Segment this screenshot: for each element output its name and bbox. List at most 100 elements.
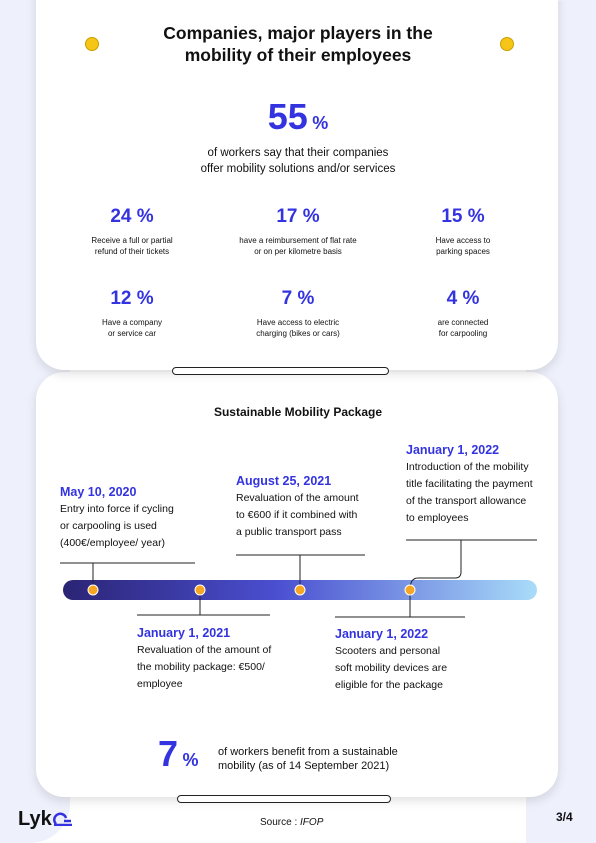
event-line: Scooters and personal [335, 645, 441, 657]
connector [406, 539, 537, 591]
markers [87, 584, 416, 596]
logo-text: Lyk [18, 808, 52, 830]
marker [404, 584, 416, 596]
event-line: Revaluation of the amount of [137, 644, 272, 656]
handle [172, 367, 389, 375]
stat-text: Have a company or service car [32, 317, 232, 339]
value: 15 [441, 206, 463, 227]
event-date: January 1, 2021 [137, 626, 231, 640]
event-date: May 10, 2020 [60, 485, 137, 499]
dot [85, 37, 99, 51]
marker [87, 584, 99, 596]
top-card [36, 0, 558, 370]
event-line: of the transport allowance [406, 495, 527, 507]
event-line: to employees [406, 512, 469, 524]
text-line: charging (bikes or cars) [256, 329, 340, 338]
text-line: Have a company [101, 318, 163, 327]
text-line: of workers say that their companies [207, 147, 389, 159]
stat: 24 % Receive a full or partial refund of t… [32, 206, 232, 257]
value: 4 [446, 288, 458, 309]
stat-value: 7 % [198, 288, 398, 310]
stat-text: have a reimbursement of flat rate or on p… [198, 235, 398, 257]
title-line: mobility of their employees [184, 45, 412, 65]
value: 55 [267, 96, 308, 137]
value: 7 [158, 733, 179, 774]
event-line: Entry into force if cycling [60, 503, 174, 515]
stat-value: 17 % [198, 206, 398, 228]
event-line: (400€/employee/ year) [60, 537, 166, 549]
event: May 10, 2020 Entry into force if cycling o… [60, 485, 240, 552]
unit: % [312, 113, 329, 133]
event: January 1, 2022 Scooters and personal soft… [335, 627, 515, 694]
text-line: mobility (as of 14 September 2021) [218, 760, 390, 772]
stat: 17 % have a reimbursement of flat rate or … [198, 206, 398, 257]
text-line: offer mobility solutions and/or services [200, 163, 396, 175]
stat-value: 4 % [363, 288, 563, 310]
value: 7 [281, 288, 293, 309]
event-line: the mobility package: €500/ [137, 661, 265, 673]
source-name: IFOP [300, 817, 324, 828]
stat-text: are connected for carpooling [363, 317, 563, 339]
event: August 25, 2021 Revaluation of the amount… [236, 474, 416, 541]
unit: % [467, 206, 485, 227]
unit: % [136, 288, 154, 309]
unit: % [462, 288, 480, 309]
title-line: Companies, major players in the [163, 23, 433, 43]
stat: 15 % Have access to parking spaces [363, 206, 563, 257]
stat: 4 % are connected for carpooling [363, 288, 563, 339]
text-line: of workers benefit from a sustainable [218, 746, 398, 758]
connector [236, 554, 365, 590]
event: January 1, 2021 Revaluation of the amount… [137, 626, 317, 693]
headline-text: of workers say that their companies offe… [0, 145, 596, 177]
event-line: to €600 if it combined with [236, 509, 358, 521]
text-line: or service car [107, 329, 156, 338]
text-line: are connected [437, 318, 489, 327]
title: Companies, major players in the mobility… [100, 22, 496, 66]
event-line: employee [137, 678, 183, 690]
unit: % [136, 206, 154, 227]
logo: Lyk [18, 808, 74, 831]
text-line: or on per kilometre basis [254, 247, 342, 256]
handle [177, 795, 391, 803]
value: 17 [276, 206, 298, 227]
headline-value: 55 % [0, 96, 596, 138]
stat-text: Have access to electric charging (bikes o… [198, 317, 398, 339]
event-date: January 1, 2022 [406, 443, 500, 457]
text-line: Receive a full or partial [91, 236, 173, 245]
unit: % [302, 206, 320, 227]
logo-icon [52, 812, 72, 827]
stat-text: Have access to parking spaces [363, 235, 563, 257]
source-label: Source : [260, 817, 298, 828]
event-date: August 25, 2021 [236, 474, 332, 488]
footer-stat-value: 7 % [158, 733, 199, 775]
value: 12 [110, 288, 132, 309]
stat-value: 24 % [32, 206, 232, 228]
event-line: Revaluation of the amount [236, 492, 359, 504]
stat-text: Receive a full or partial refund of their… [32, 235, 232, 257]
text-line: parking spaces [436, 247, 490, 256]
event-line: a public transport pass [236, 526, 342, 538]
text-line: Have access to electric [256, 318, 340, 327]
text-line: for carpooling [438, 329, 488, 338]
stat-value: 12 % [32, 288, 232, 310]
event-line: eligible for the package [335, 679, 443, 691]
text-line: Have access to [435, 236, 491, 245]
marker [194, 584, 206, 596]
event-line: or carpooling is used [60, 520, 157, 532]
marker [294, 584, 306, 596]
event: January 1, 2022 Introduction of the mobil… [406, 443, 586, 527]
unit: % [182, 750, 199, 770]
stat: 7 % Have access to electric charging (bike… [198, 288, 398, 339]
text-line: have a reimbursement of flat rate [239, 236, 357, 245]
footer-stat-text: of workers benefit from a sustainable mo… [218, 745, 398, 773]
unit: % [297, 288, 315, 309]
dot [500, 37, 514, 51]
event-date: January 1, 2022 [335, 627, 429, 641]
event-line: soft mobility devices are [335, 662, 448, 674]
text-line: refund of their tickets [94, 247, 170, 256]
source: Source : IFOP [260, 817, 323, 828]
value: 24 [110, 206, 132, 227]
stat-value: 15 % [363, 206, 563, 228]
